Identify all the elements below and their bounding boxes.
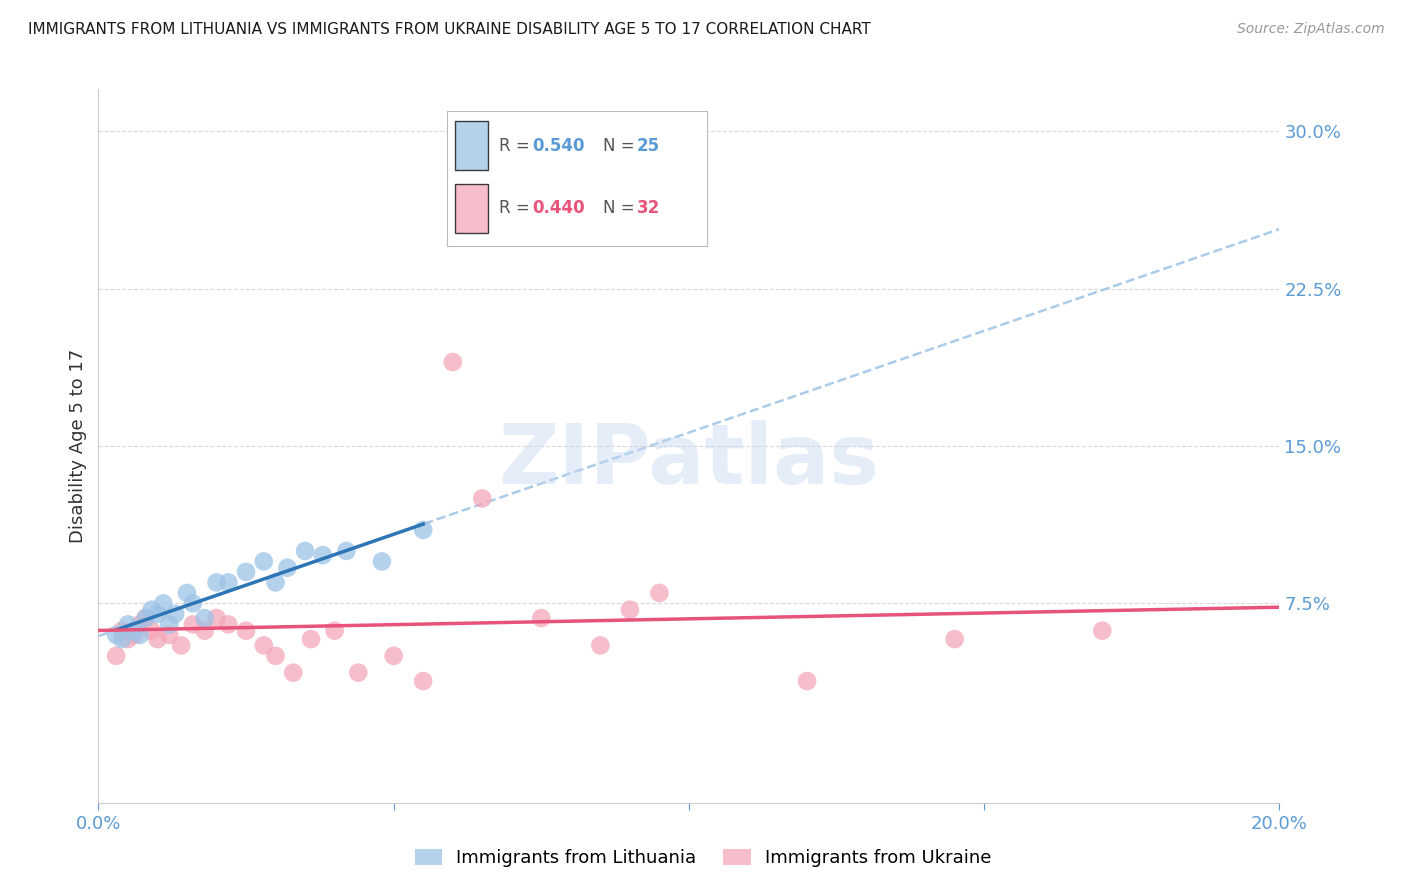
Point [264, 648, 287, 663]
Legend: Immigrants from Lithuania, Immigrants from Ukraine: Immigrants from Lithuania, Immigrants fr… [408, 841, 998, 874]
Point [253, 639, 276, 653]
Point [382, 648, 405, 663]
Point [217, 575, 239, 590]
Point [412, 523, 434, 537]
Point [1091, 624, 1114, 638]
Point [146, 632, 169, 646]
Point [122, 624, 145, 638]
Point [589, 639, 612, 653]
Point [165, 607, 187, 621]
Point [128, 617, 150, 632]
Y-axis label: Disability Age 5 to 17: Disability Age 5 to 17 [69, 349, 87, 543]
Point [128, 628, 150, 642]
Point [152, 596, 174, 610]
Point [205, 575, 228, 590]
Point [105, 648, 128, 663]
Point [323, 624, 346, 638]
Point [253, 554, 276, 568]
Point [135, 611, 157, 625]
Point [471, 491, 494, 506]
Point [205, 611, 228, 625]
Point [146, 607, 169, 621]
Point [141, 603, 163, 617]
Point [194, 624, 217, 638]
Point [283, 665, 305, 680]
Point [648, 586, 671, 600]
Point [619, 603, 641, 617]
Point [530, 611, 553, 625]
Point [264, 575, 287, 590]
Text: ZIPatlas: ZIPatlas [499, 420, 879, 500]
Point [194, 611, 217, 625]
Point [217, 617, 239, 632]
Point [796, 674, 818, 689]
Point [117, 617, 139, 632]
Point [294, 544, 316, 558]
Point [141, 624, 163, 638]
Point [235, 624, 257, 638]
Point [157, 628, 180, 642]
Point [371, 554, 394, 568]
Point [181, 596, 204, 610]
Point [111, 632, 134, 646]
Text: IMMIGRANTS FROM LITHUANIA VS IMMIGRANTS FROM UKRAINE DISABILITY AGE 5 TO 17 CORR: IMMIGRANTS FROM LITHUANIA VS IMMIGRANTS … [28, 22, 870, 37]
Point [441, 355, 464, 369]
Point [943, 632, 966, 646]
Point [176, 586, 198, 600]
Point [235, 565, 257, 579]
Point [347, 665, 370, 680]
Point [312, 548, 335, 562]
Point [335, 544, 357, 558]
Point [105, 628, 128, 642]
Point [412, 674, 434, 689]
Point [122, 628, 145, 642]
Point [299, 632, 322, 646]
Text: Source: ZipAtlas.com: Source: ZipAtlas.com [1237, 22, 1385, 37]
Point [135, 611, 157, 625]
Point [117, 632, 139, 646]
Point [157, 617, 180, 632]
Point [181, 617, 204, 632]
Point [276, 560, 298, 574]
Point [111, 624, 134, 638]
Point [170, 639, 193, 653]
